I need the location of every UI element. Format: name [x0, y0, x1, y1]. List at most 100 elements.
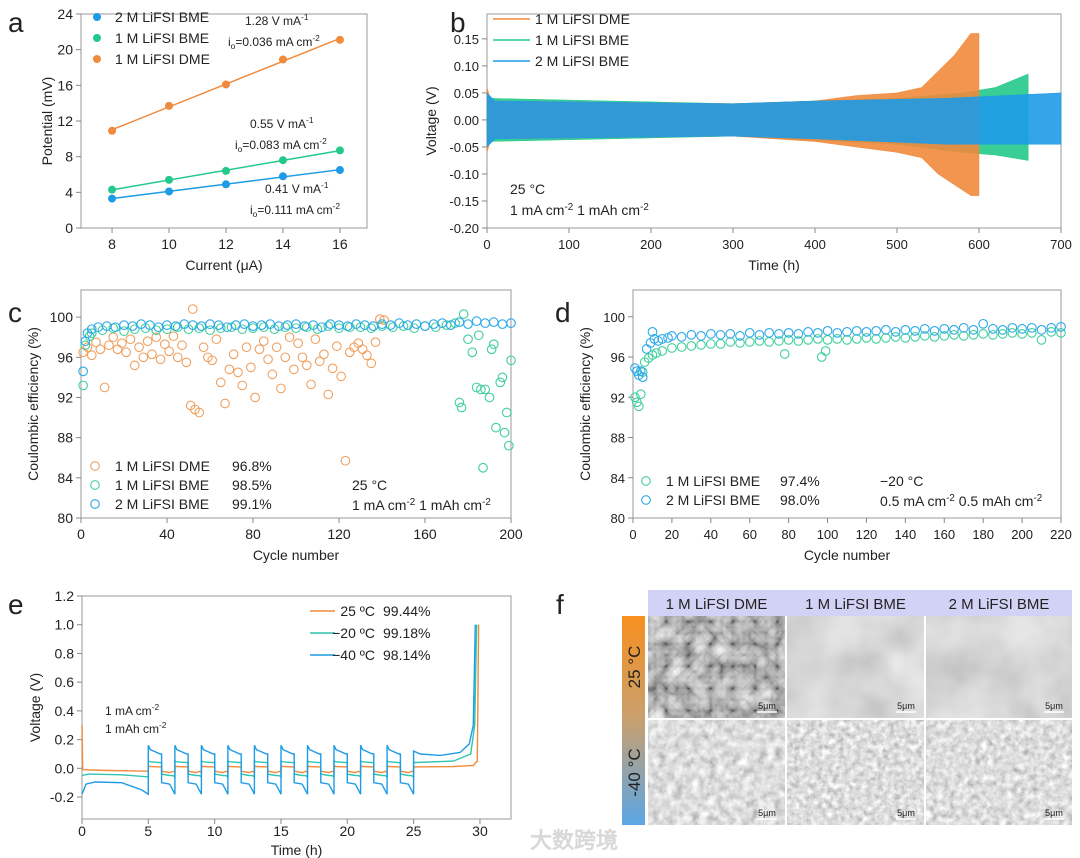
- x-tick-label: 600: [968, 237, 990, 252]
- panel-letter: c: [8, 297, 22, 328]
- data-point: [385, 320, 396, 331]
- scale-bar-label: 5μm: [1045, 701, 1063, 711]
- data-point: [1026, 328, 1037, 338]
- voltage-band-series: [486, 92, 1062, 148]
- x-tick-label: 100: [558, 237, 580, 252]
- condition-annotation: 25 °C: [510, 181, 545, 197]
- text-part: i: [228, 35, 231, 49]
- data-point: [1056, 328, 1066, 338]
- condition-annotation: 1 mA cm-2 1 mAh cm-2: [510, 202, 649, 218]
- data-point: [1046, 327, 1057, 337]
- y-tick-label: 88: [611, 431, 625, 446]
- data-point: [119, 320, 129, 331]
- data-point: [506, 355, 516, 366]
- data-point: [919, 323, 930, 334]
- y-tick-label: -0.05: [449, 140, 479, 155]
- data-point: [280, 322, 291, 333]
- legend-marker: [93, 13, 101, 21]
- plot-frame: [80, 13, 368, 229]
- data-point: [241, 342, 252, 353]
- y-axis-label: Voltage (V): [423, 86, 439, 155]
- x-tick-label: 0: [78, 823, 86, 839]
- data-point: [344, 322, 355, 333]
- data-point: [949, 324, 959, 335]
- data-point: [445, 320, 456, 331]
- data-point: [997, 324, 1008, 335]
- superscript: -2: [152, 702, 160, 712]
- data-point: [112, 344, 123, 355]
- data-point: [221, 80, 230, 89]
- data-point: [280, 352, 291, 363]
- data-point: [696, 340, 706, 350]
- data-point: [705, 329, 716, 339]
- subscript: o: [231, 41, 236, 51]
- plot-frame: [81, 595, 512, 820]
- data-point: [310, 334, 321, 345]
- data-point: [194, 323, 205, 334]
- legend-marker: [93, 34, 101, 42]
- data-point: [428, 319, 439, 329]
- legend-marker: [641, 495, 651, 505]
- data-point: [220, 398, 230, 409]
- data-point: [387, 322, 398, 333]
- data-point: [495, 377, 506, 388]
- subscript: o: [238, 144, 243, 154]
- y-tick-label: 24: [57, 6, 73, 22]
- x-tick-label: 700: [1050, 237, 1072, 252]
- legend-marker: [90, 499, 100, 509]
- data-point: [129, 324, 140, 335]
- data-point: [958, 331, 969, 341]
- scale-bar-label: 5μm: [1045, 808, 1063, 818]
- data-point: [86, 328, 97, 339]
- text-part: i: [235, 138, 238, 152]
- data-point: [228, 349, 239, 360]
- y-tick-label: 80: [611, 511, 625, 526]
- data-point: [881, 324, 891, 335]
- superscript: -2: [640, 202, 649, 213]
- sem-image: [648, 720, 785, 825]
- data-point: [332, 341, 342, 352]
- x-tick-label: 400: [804, 237, 826, 252]
- data-point: [504, 440, 514, 451]
- condition-annotation: 25 °C: [352, 477, 387, 493]
- data-point: [134, 342, 144, 353]
- data-point: [725, 329, 736, 339]
- text-part: =0.036 mA cm: [235, 35, 312, 49]
- data-point: [910, 332, 920, 342]
- y-tick-label: 100: [603, 310, 625, 325]
- y-axis-label: Voltage (V): [27, 673, 43, 742]
- data-point: [488, 317, 499, 327]
- data-point: [890, 332, 901, 342]
- data-point: [793, 336, 804, 346]
- data-point: [78, 380, 88, 391]
- data-point: [651, 348, 662, 358]
- data-point: [205, 319, 215, 329]
- data-point: [476, 384, 486, 395]
- data-point: [127, 321, 138, 332]
- data-point: [676, 342, 687, 352]
- data-point: [293, 338, 304, 349]
- data-point: [301, 322, 312, 333]
- data-point: [86, 350, 97, 361]
- x-tick-label: 0: [77, 526, 85, 542]
- data-point: [499, 427, 510, 438]
- y-axis-label: Coulombic efficiency (%): [577, 327, 593, 481]
- data-point: [1017, 329, 1027, 339]
- data-point: [812, 334, 823, 344]
- data-point: [1046, 322, 1057, 333]
- row-label: 25 °C: [625, 646, 644, 689]
- x-tick-label: 20: [340, 823, 356, 839]
- scale-bar-label: 5μm: [758, 701, 776, 711]
- x-tick-label: 160: [413, 526, 437, 542]
- x-tick-label: 120: [327, 526, 351, 542]
- y-tick-label: 100: [50, 309, 74, 325]
- legend-marker: [641, 476, 651, 486]
- legend-marker: [90, 480, 100, 490]
- y-tick-label: 84: [611, 471, 625, 486]
- data-point: [939, 323, 950, 334]
- data-point: [949, 330, 959, 340]
- data-point: [125, 334, 136, 345]
- x-tick-label: 160: [933, 527, 955, 542]
- data-point: [480, 318, 491, 328]
- data-point: [256, 320, 267, 331]
